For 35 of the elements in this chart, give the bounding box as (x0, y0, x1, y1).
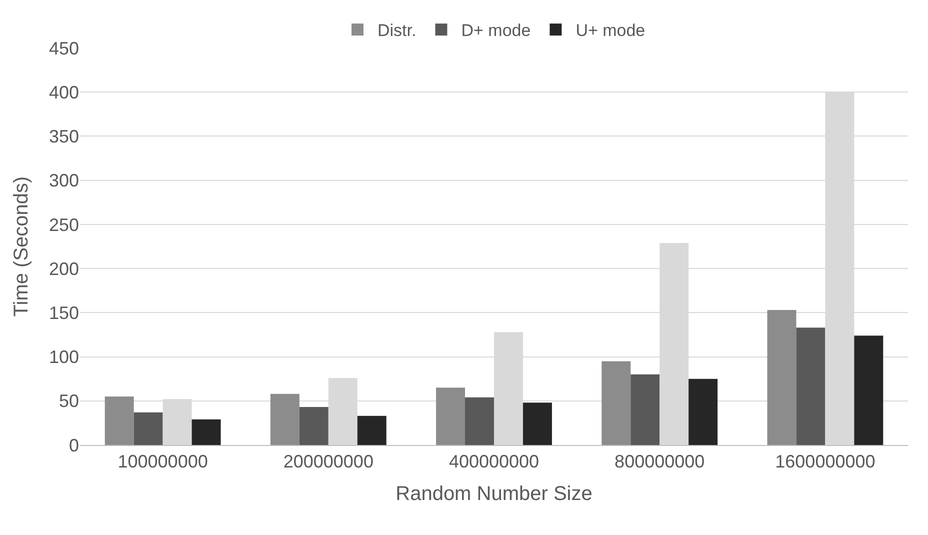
bar (602, 361, 631, 445)
y-tick-label: 300 (48, 170, 79, 191)
bar (270, 394, 300, 445)
x-axis-title: Random Number Size (396, 483, 592, 506)
y-tick-label: 250 (48, 214, 79, 235)
legend-label: Distr. (378, 21, 416, 40)
y-tick-label: 350 (48, 126, 79, 147)
bar (796, 328, 826, 445)
y-tick-label: 50 (58, 391, 79, 412)
bar (854, 336, 884, 445)
bar (688, 378, 718, 445)
bar (465, 397, 494, 445)
bar (357, 416, 386, 445)
bar (767, 310, 796, 445)
y-tick-label: 400 (48, 82, 79, 102)
y-tick-label: 450 (48, 38, 79, 58)
bar (134, 412, 163, 445)
x-tick-label: 800000000 (614, 452, 705, 472)
y-axis-title: Time (Seconds) (10, 176, 32, 317)
y-tick-label: 100 (48, 347, 79, 368)
bar (630, 374, 660, 445)
bar (104, 396, 134, 445)
y-tick-label: 150 (48, 302, 79, 323)
x-tick-label: 400000000 (448, 452, 540, 472)
x-tick-label: 100000000 (118, 452, 208, 472)
bar (522, 402, 552, 445)
x-tick-label: 1600000000 (775, 452, 876, 472)
legend-label: U+ mode (576, 21, 646, 40)
y-tick-label: 0 (68, 435, 79, 456)
bar (436, 388, 466, 445)
x-tick-label: 200000000 (283, 452, 374, 472)
bar (192, 419, 221, 445)
bar (299, 407, 328, 445)
legend-label: D+ mode (461, 21, 531, 40)
y-tick-label: 200 (48, 258, 79, 279)
